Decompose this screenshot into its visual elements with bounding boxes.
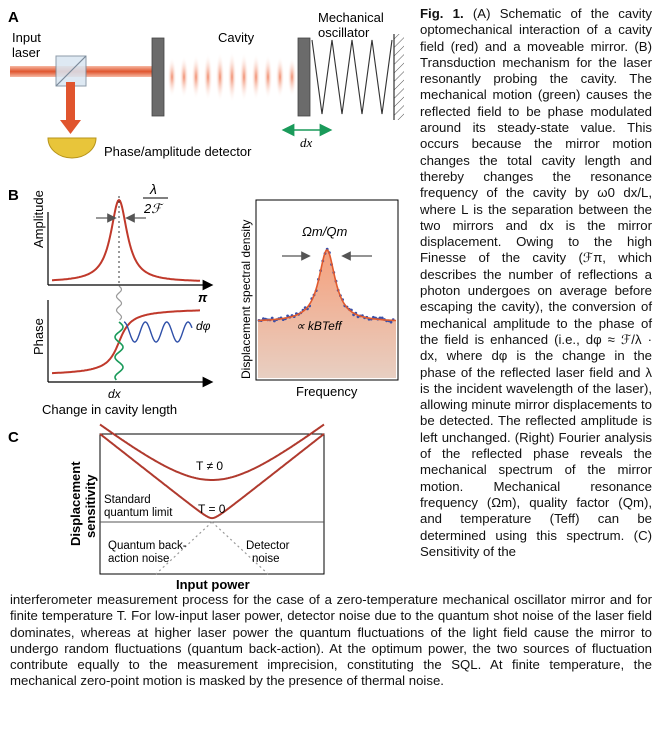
- lambda-label: λ: [149, 181, 157, 197]
- sensitivity-ylabel-2: sensitivity: [83, 474, 98, 538]
- amplitude-label: Amplitude: [31, 190, 46, 248]
- movable-mirror: [297, 37, 311, 117]
- detector-noise-label-1: Detector: [246, 540, 290, 552]
- cavity-field-antinode: [179, 55, 189, 99]
- t-zero-curve: [99, 433, 325, 520]
- panel-a: A Input laser Cavity Mechanical oscillat…: [8, 9, 404, 159]
- detector-label: Phase/amplitude detector: [104, 144, 252, 159]
- mech-osc-label-2: oscillator: [318, 25, 370, 40]
- t-zero-label: T = 0: [198, 502, 226, 516]
- cavity-field-antinode: [215, 52, 225, 102]
- cavity-field-antinode: [239, 52, 249, 102]
- panel-c-letter: C: [8, 429, 19, 446]
- frequency-xlabel: Frequency: [296, 384, 358, 399]
- t-nonzero-curve: [99, 423, 325, 481]
- spectrum-data-point: [389, 320, 393, 324]
- cavity-field: [167, 51, 297, 103]
- phase-curve: [52, 309, 200, 375]
- beam-splitter: [55, 55, 87, 87]
- caption-figure-label: Fig. 1.: [420, 6, 464, 21]
- spectrum-data-point: [380, 316, 384, 320]
- phase-oscillation-wave: [123, 321, 193, 343]
- caption-right-column: Fig. 1. (A) Schematic of the cavity opto…: [420, 6, 652, 560]
- link-wiggle: [115, 285, 123, 321]
- spectrum-ylabel: Displacement spectral density: [239, 220, 253, 379]
- cavity-length-xlabel: Change in cavity length: [42, 402, 177, 417]
- sensitivity-ylabel-1: Displacement: [68, 461, 83, 546]
- panel-c: C Displacement sensitivity T ≠ 0 T = 0 S…: [8, 423, 325, 592]
- cavity-field-antinode: [191, 54, 201, 100]
- dx-label-a: dx: [300, 135, 313, 150]
- caption-right-text: (A) Schematic of the cavity optomechanic…: [420, 6, 652, 559]
- omega-q-label: Ωm/Qm: [302, 224, 347, 239]
- sql-label-1: Standard: [104, 494, 151, 506]
- kbt-label: ∝ kBTeff: [296, 319, 343, 333]
- input-laser-label-2: laser: [12, 45, 41, 60]
- pi-label: π: [198, 290, 208, 305]
- input-mirror: [151, 37, 165, 117]
- spectrum-fit-line: [258, 249, 396, 322]
- amplitude-curve: [52, 198, 201, 282]
- wall: [394, 34, 404, 120]
- detector-noise-label-2: noise: [252, 553, 280, 565]
- phase-label: Phase: [31, 318, 46, 355]
- cavity-field-antinode: [275, 55, 285, 99]
- panel-b: B λ 2ℱ Amplitude π Phase dφ dx Change in…: [8, 181, 399, 417]
- mech-osc-label-1: Mechanical: [318, 10, 384, 25]
- spectrum-data-point: [286, 314, 289, 318]
- reflected-beam: [66, 82, 75, 124]
- panel-b-letter: B: [8, 187, 19, 204]
- cavity-field-antinode: [263, 54, 273, 100]
- caption-bottom-text: interferometer measurement process for t…: [10, 592, 652, 689]
- spectrum-data-point: [378, 316, 382, 320]
- input-power-xlabel: Input power: [176, 577, 250, 592]
- cavity-field-antinode: [227, 51, 237, 103]
- dx-label-b: dx: [108, 387, 122, 401]
- backaction-label-2: action noise: [108, 553, 169, 565]
- detector-icon: [47, 137, 97, 159]
- spectrum-data-point: [270, 316, 274, 320]
- spectrum-fill: [258, 250, 396, 378]
- input-laser-label-1: Input: [12, 30, 41, 45]
- sql-label-2: quantum limit: [104, 507, 173, 519]
- cavity-field-antinode: [167, 57, 177, 97]
- cavity-field-antinode: [251, 53, 261, 101]
- panel-a-letter: A: [8, 9, 19, 26]
- cavity-label: Cavity: [218, 30, 255, 45]
- t-nonzero-label: T ≠ 0: [196, 459, 223, 473]
- backaction-label-1: Quantum back-: [108, 540, 187, 552]
- cavity-field-antinode: [287, 57, 297, 97]
- spring-icon: [311, 39, 393, 115]
- dphi-label: dφ: [196, 319, 211, 333]
- sensitivity-plot-frame: [99, 433, 325, 575]
- caption-bottom-block: interferometer measurement process for t…: [10, 592, 652, 690]
- cavity-field-antinode: [203, 53, 213, 101]
- two-f-label: 2ℱ: [143, 201, 164, 216]
- mechanical-motion-wave: [114, 321, 124, 381]
- reflected-beam-arrowhead: [60, 120, 81, 134]
